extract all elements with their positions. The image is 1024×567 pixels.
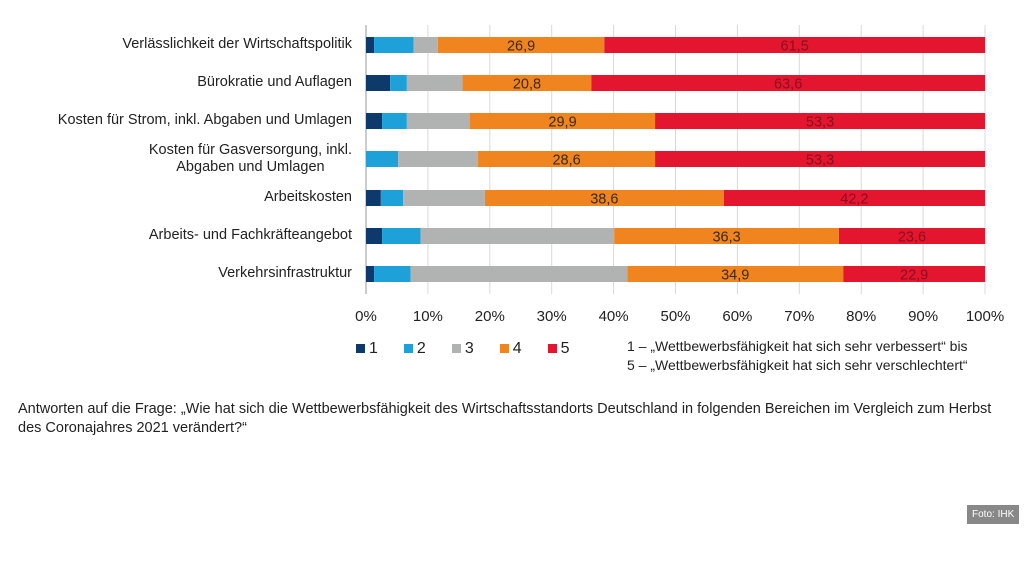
x-tick-label: 60% <box>722 308 752 325</box>
data-label: 28,6 <box>552 153 580 169</box>
bar-segment-4 <box>462 75 592 91</box>
legend-swatch <box>451 344 461 353</box>
bar-segment-2 <box>366 151 399 167</box>
data-label: 36,3 <box>712 230 740 246</box>
bar-segment-1 <box>366 37 375 53</box>
legend-swatch <box>499 344 509 353</box>
bar-segment-3 <box>406 75 463 91</box>
x-tick-label: 30% <box>537 308 567 325</box>
data-label: 63,6 <box>774 77 802 93</box>
bar-segment-3 <box>420 228 615 244</box>
bar-segment-1 <box>366 266 375 282</box>
bar-segment-1 <box>366 190 381 206</box>
legend-item-3: 3 <box>451 340 474 358</box>
legend-label: 3 <box>464 340 474 357</box>
data-label: 61,5 <box>781 39 809 55</box>
legend-item-5: 5 <box>547 340 570 358</box>
bar-segment-5 <box>655 151 985 167</box>
category-label: Bürokratie und Auflagen <box>197 74 352 90</box>
category-label: Verkehrsinfrastruktur <box>218 265 352 281</box>
legend-swatch <box>356 344 365 353</box>
data-label: 22,9 <box>900 268 928 284</box>
category-label: Arbeitskosten <box>264 189 352 205</box>
category-label: Arbeits- und Fachkräfteangebot <box>148 227 352 243</box>
bar-segment-4 <box>484 190 724 206</box>
bar-segment-3 <box>403 190 485 206</box>
stacked-bar-chart: 0% 10% 20% 30% 40% 50% 60% 70% 80% 90% 100% 26,9 61,… <box>355 25 1004 325</box>
x-tick-label: 100% <box>966 308 1004 325</box>
category-label: Kosten für Strom, inkl. Abgaben und Umla… <box>57 112 352 128</box>
x-tick-label: 0% <box>355 308 377 325</box>
x-tick-label: 50% <box>660 308 690 325</box>
x-tick-label: 10% <box>413 308 443 325</box>
bar-segment-5 <box>838 228 985 244</box>
legend-item-1: 1 <box>356 340 378 358</box>
data-label: 20,8 <box>513 77 541 93</box>
x-tick-label: 90% <box>908 308 938 325</box>
category-label: Kosten für Gasversorgung, inkl. Abgaben u… <box>148 142 352 175</box>
bar-segment-2 <box>380 190 404 206</box>
bar-segment-5 <box>655 113 985 129</box>
bar-segment-5 <box>591 75 985 91</box>
bar-segment-5 <box>604 37 985 53</box>
legend: 1 2 3 4 5 <box>356 340 570 358</box>
bar-segment-1 <box>366 75 391 91</box>
bar-segment-3 <box>398 151 479 167</box>
bar-segment-3 <box>406 113 470 129</box>
scale-note-line-1: 1 – „Wettbewerbsfähigkeit hat sich sehr … <box>627 338 968 354</box>
bar-segment-2 <box>390 75 407 91</box>
x-tick-label: 70% <box>784 308 814 325</box>
legend-item-2: 2 <box>403 340 426 358</box>
bar-segment-2 <box>374 266 411 282</box>
legend-item-4: 4 <box>499 340 522 358</box>
bar-segment-4 <box>614 228 839 244</box>
legend-label: 1 <box>369 340 378 357</box>
bar-segment-4 <box>469 113 656 129</box>
x-tick-label: 20% <box>475 308 505 325</box>
bar-segment-5 <box>723 190 985 206</box>
survey-question: Antworten auf die Frage: „Wie hat sich d… <box>18 401 992 436</box>
data-label: 26,9 <box>507 39 535 55</box>
data-label: 34,9 <box>721 268 749 284</box>
legend-label: 2 <box>416 340 426 357</box>
legend-swatch <box>403 344 413 353</box>
data-label: 53,3 <box>806 115 834 131</box>
data-label: 29,9 <box>548 115 576 131</box>
x-tick-label: 40% <box>599 308 629 325</box>
bar-segment-2 <box>382 228 421 244</box>
bar-segment-2 <box>382 113 407 129</box>
bar-segment-5 <box>843 266 985 282</box>
x-tick-label: 80% <box>846 308 876 325</box>
data-label: 23,6 <box>898 230 926 246</box>
bar-segment-4 <box>478 151 656 167</box>
legend-swatch <box>547 344 557 353</box>
bar-segment-4 <box>627 266 844 282</box>
data-label: 38,6 <box>590 192 618 208</box>
bar-segment-1 <box>366 228 383 244</box>
data-label: 53,3 <box>806 153 834 169</box>
photo-credit: Foto: IHK <box>967 505 1020 524</box>
category-label: Verlässlichkeit der Wirtschaftspolitik <box>122 36 352 52</box>
legend-label: 4 <box>512 340 522 357</box>
data-label: 42,2 <box>840 192 868 208</box>
bar-segment-3 <box>413 37 438 53</box>
bar-segment-3 <box>410 266 628 282</box>
bar-segment-4 <box>437 37 605 53</box>
scale-note: 1 – „Wettbewerbsfähigkeit hat sich sehr … <box>627 337 968 375</box>
bar-segment-2 <box>374 37 414 53</box>
legend-label: 5 <box>560 340 570 357</box>
scale-note-line-2: 5 – „Wettbewerbsfähigkeit hat sich sehr … <box>627 357 968 373</box>
bar-segment-1 <box>366 113 383 129</box>
